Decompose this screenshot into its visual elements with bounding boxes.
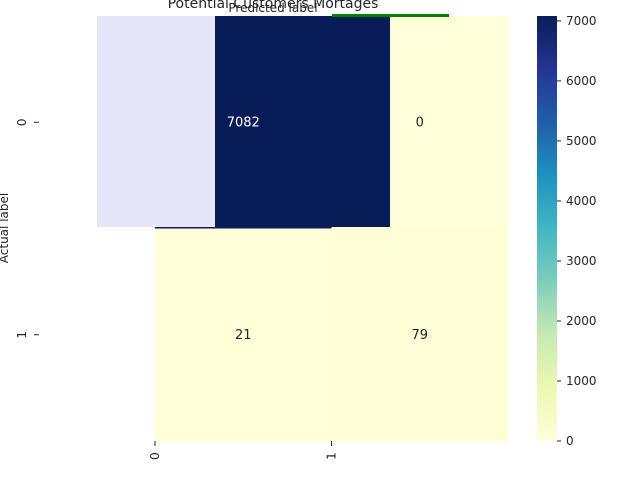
- y-tick-label-1: 1: [15, 331, 29, 339]
- x-tick-label-1: 1: [325, 452, 339, 460]
- colorbar: [537, 16, 557, 441]
- colorbar-tick-label-0: 0: [566, 434, 574, 448]
- colorbar-tick-label-4: 4000: [566, 194, 597, 208]
- cell-annotation-0-0: 7082: [227, 115, 260, 130]
- cell-annotation-1-0: 21: [235, 328, 252, 343]
- colorbar-tick-label-2: 2000: [566, 314, 597, 328]
- dark-overlay: [215, 16, 390, 227]
- colorbar-tick-label-1: 1000: [566, 374, 597, 388]
- heatmap-cell-1-1: [331, 228, 509, 442]
- y-tick-label-0: 0: [15, 118, 29, 126]
- chart-title: Potential Customers Mortages: [168, 0, 379, 12]
- cell-annotation-1-1: 79: [411, 328, 428, 343]
- colorbar-tick-label-6: 6000: [566, 74, 597, 88]
- x-tick-label-0: 0: [148, 452, 162, 460]
- colorbar-tick-label-3: 3000: [566, 254, 597, 268]
- cell-annotation-0-1: 0: [416, 115, 424, 130]
- colorbar-tick-label-7: 7000: [566, 14, 597, 28]
- colorbar-tick-label-5: 5000: [566, 134, 597, 148]
- y-axis-label: Actual label: [0, 193, 11, 263]
- lavender-overlay: [97, 16, 215, 227]
- heatmap-cell-1-0: [155, 228, 332, 442]
- green-overlay-line: [332, 14, 449, 17]
- x-axis-label: Predicted label: [228, 1, 317, 15]
